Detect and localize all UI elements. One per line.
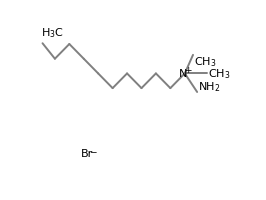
Text: +: + [184, 66, 192, 75]
Text: Br: Br [81, 148, 93, 158]
Text: CH$_3$: CH$_3$ [209, 67, 231, 81]
Text: −: − [89, 146, 96, 155]
Text: N: N [179, 69, 187, 79]
Text: CH$_3$: CH$_3$ [194, 55, 217, 69]
Text: NH$_2$: NH$_2$ [198, 80, 221, 93]
Text: H$_3$C: H$_3$C [41, 26, 64, 40]
